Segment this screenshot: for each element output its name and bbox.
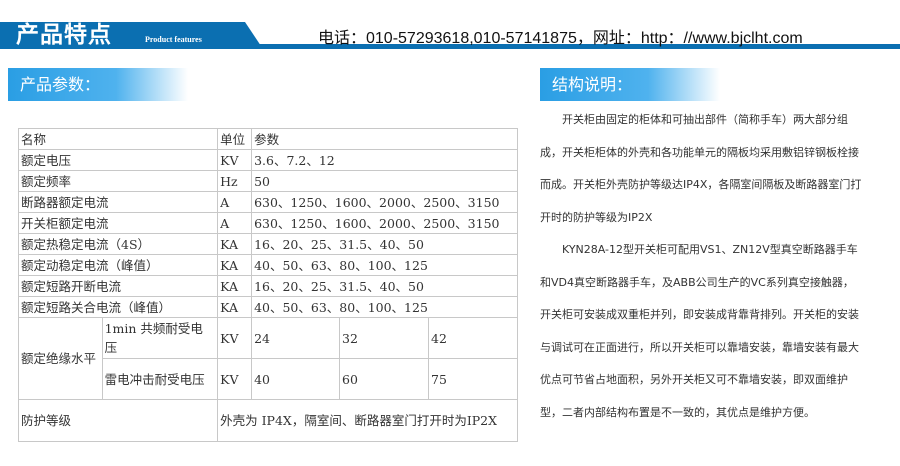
table-cell: A <box>217 191 253 213</box>
table-cell: 额定热稳定电流（4S） <box>17 233 219 255</box>
table-cell: KV <box>217 358 253 400</box>
params-table: 名称 单位 参数 额定电压 KV 3.6、7.2、12 额定频率 Hz 50 断路器额定电流 A 63… <box>17 128 518 442</box>
table-header: 名称 单位 参数 <box>17 128 518 150</box>
table-row: 额定短路关合电流（峰值） KA 40、50、63、80、100、125 <box>17 296 518 318</box>
table-row: 防护等级 外壳为 IP4X，隔室间、断路器室门打开时为IP2X <box>17 399 518 442</box>
table-cell: A <box>217 212 253 234</box>
table-cell: 防护等级 <box>17 399 219 442</box>
table-cell: 额定短路关合电流（峰值） <box>17 296 219 318</box>
table-cell: 断路器额定电流 <box>17 191 219 213</box>
table-cell: 16、20、25、31.5、40、50 <box>251 275 518 297</box>
table-row: 额定动稳定电流（峰值） KA 40、50、63、80、100、125 <box>17 254 518 276</box>
table-cell: 参数 <box>251 128 518 150</box>
table-row: 额定绝缘水平 1min 共频耐受电压 KV 24 32 42 <box>18 317 518 400</box>
table-cell: KV <box>217 317 253 359</box>
table-cell: 额定短路开断电流 <box>17 275 219 297</box>
table-cell: 60 <box>339 358 430 400</box>
contact-info: 电话：010-57293618,010-57141875，网址：http：//w… <box>318 30 803 47</box>
table-row: 额定频率 Hz 50 <box>17 170 518 192</box>
table-cell: 630、1250、1600、2000、2500、3150 <box>251 212 518 234</box>
table-cell: 额定绝缘水平 <box>18 317 103 400</box>
table-cell: 单位 <box>217 128 253 150</box>
header-band <box>0 22 263 49</box>
table-cell: 外壳为 IP4X，隔室间、断路器室门打开时为IP2X <box>217 399 518 442</box>
table-cell: 16、20、25、31.5、40、50 <box>251 233 518 255</box>
table-cell: 名称 <box>17 128 219 150</box>
table-cell: KA <box>217 296 253 318</box>
paragraph: KYN28A-12型开关柜可配用VS1、ZN12V型真空断路器手车和VD4真空断… <box>540 243 859 419</box>
table-cell: 40、50、63、80、100、125 <box>251 296 518 318</box>
table-cell: 1min 共频耐受电压 <box>101 317 219 359</box>
table-cell: 40 <box>251 358 341 400</box>
table-cell: 3.6、7.2、12 <box>251 149 518 171</box>
table-cell: 额定电压 <box>17 149 219 171</box>
table-cell: 开关柜额定电流 <box>17 212 219 234</box>
section-title-structure: 结构说明： <box>540 68 720 101</box>
table-row: 雷电冲击耐受电压 KV 40 60 75 <box>19 358 518 400</box>
table-cell: KV <box>217 149 253 171</box>
section-title-params: 产品参数： <box>8 68 188 101</box>
table-row: 断路器额定电流 A 630、1250、1600、2000、2500、3150 <box>17 191 518 213</box>
table-cell: KA <box>217 254 253 276</box>
table-cell: 雷电冲击耐受电压 <box>101 358 219 400</box>
table-row: 开关柜额定电流 A 630、1250、1600、2000、2500、3150 <box>17 212 518 234</box>
table-cell: 40、50、63、80、100、125 <box>251 254 518 276</box>
table-row: 额定热稳定电流（4S） KA 16、20、25、31.5、40、50 <box>17 233 518 255</box>
page-title: 产品特点 <box>16 21 112 48</box>
paragraph: 开关柜由固定的柜体和可抽出部件（简称手车）两大部分组成，开关柜柜体的外壳和各功能… <box>540 113 862 224</box>
table-cell: 42 <box>428 317 518 359</box>
table-cell: 32 <box>339 317 430 359</box>
table-cell: 24 <box>251 317 341 359</box>
table-cell: KA <box>217 275 253 297</box>
header-line <box>0 44 900 49</box>
table-cell: Hz <box>217 170 253 192</box>
structure-description: 开关柜由固定的柜体和可抽出部件（简称手车）两大部分组成，开关柜柜体的外壳和各功能… <box>540 104 862 429</box>
table-cell: KA <box>217 233 253 255</box>
table-cell: 630、1250、1600、2000、2500、3150 <box>251 191 518 213</box>
table-cell: 额定动稳定电流（峰值） <box>17 254 219 276</box>
table-row: 额定电压 KV 3.6、7.2、12 <box>17 149 518 171</box>
table-row: 额定短路开断电流 KA 16、20、25、31.5、40、50 <box>17 275 518 297</box>
page-subtitle: Product features <box>145 35 202 44</box>
table-cell: 额定频率 <box>17 170 219 192</box>
table-cell: 50 <box>251 170 518 192</box>
table-cell: 75 <box>428 358 518 400</box>
